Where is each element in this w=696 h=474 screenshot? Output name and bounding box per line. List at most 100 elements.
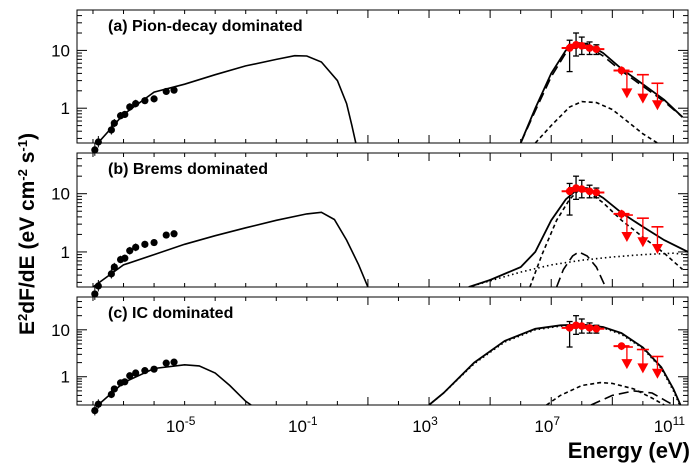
x-tick-label: 10-5 [166, 414, 196, 436]
gamma-point [592, 188, 601, 197]
panel-frame [76, 152, 689, 288]
radio-point [91, 146, 99, 154]
radio-point [170, 86, 178, 94]
radio-point [94, 400, 102, 408]
radio-point [121, 378, 129, 386]
radio-point [126, 372, 134, 380]
radio-point [110, 385, 118, 393]
upper-limit-arrow [637, 237, 649, 248]
radio-point [141, 240, 149, 248]
gamma-high-point [617, 210, 626, 218]
curve-synchrotron [96, 54, 357, 143]
upper-limits [620, 346, 664, 379]
panel-3: 1 10 (c) IC dominated [51, 296, 689, 416]
y-tick-label: 10 [51, 321, 70, 340]
radio-point [170, 358, 178, 366]
curve-bremsstrahlung [546, 381, 665, 405]
radio-point [91, 406, 99, 415]
gamma-point [565, 44, 574, 52]
radio-point [150, 95, 158, 103]
radio-point [150, 365, 158, 373]
curve-total [468, 187, 688, 287]
y-tick-label: 1 [61, 99, 70, 118]
radio-point [107, 270, 115, 278]
upper-limit-arrow [621, 359, 633, 370]
radio-point [107, 126, 115, 134]
radio-point [110, 263, 118, 271]
panel-2: 1 10 (b) Brems dominated [51, 152, 689, 300]
panel-frame [76, 296, 689, 406]
radio-point [162, 87, 170, 96]
radio-point [132, 243, 140, 251]
radio-point [150, 238, 158, 247]
radio-point [94, 138, 102, 146]
radio-point [162, 231, 170, 239]
gamma-point [585, 187, 594, 196]
gamma-data [561, 32, 630, 76]
curve-bremsstrahlung [534, 100, 658, 143]
panel-frame [76, 9, 689, 144]
y-tick-label: 10 [51, 41, 70, 60]
y-axis-label: E2dF/dE (eV cm-2 s-1) [15, 133, 40, 335]
radio-point [132, 369, 140, 377]
x-tick-label: 1011 [654, 414, 686, 436]
radio-point [141, 97, 149, 105]
gamma-point [592, 45, 601, 53]
x-tick-labels: 10-5 10-1 103 107 1011 [166, 414, 686, 436]
radio-point [162, 359, 170, 367]
curve-inverse-compton [468, 252, 688, 287]
radio-data [91, 358, 178, 416]
upper-limit-arrow [637, 93, 649, 104]
gamma-data [561, 315, 630, 351]
gamma-point [585, 44, 594, 52]
x-tick-label: 107 [534, 414, 560, 436]
y-tick-label: 10 [51, 185, 70, 204]
curve-pion-decay [590, 390, 674, 405]
radio-point [107, 390, 115, 399]
curve-bremsstrahlung [529, 189, 684, 287]
y-tick-label: 1 [61, 368, 70, 387]
upper-limit-arrow [621, 232, 633, 243]
radio-data [91, 230, 178, 300]
panel-title: (b) Brems dominated [108, 161, 268, 178]
radio-point [94, 282, 102, 290]
upper-limit-arrow [651, 243, 663, 254]
model-curves [92, 187, 688, 287]
radio-point [126, 103, 134, 111]
x-tick-label: 10-1 [288, 414, 318, 436]
radio-point [170, 230, 178, 238]
radio-point [110, 119, 118, 127]
upper-limit-arrow [651, 100, 663, 111]
y-tick-label: 1 [61, 243, 70, 262]
gamma-high-point [617, 342, 626, 350]
curve-synchrotron [92, 211, 369, 287]
panels-group: 1 10 (a) Pion-decay dominated 1 10 (b) Brems … [51, 9, 689, 416]
curve-pion-decay [519, 42, 684, 143]
upper-limit-arrow [637, 363, 649, 374]
x-tick-label: 103 [412, 414, 438, 436]
upper-limits [620, 70, 664, 111]
radio-data [91, 86, 178, 156]
model-curves [96, 41, 684, 143]
radio-point [121, 110, 129, 119]
radio-point [126, 247, 134, 255]
upper-limit-arrow [621, 88, 633, 99]
panel-title: (c) IC dominated [108, 305, 233, 322]
gamma-high-point [617, 66, 626, 75]
radio-point [121, 254, 129, 262]
radio-point [141, 367, 149, 375]
radio-point [91, 290, 99, 298]
panel-title: (a) Pion-decay dominated [108, 18, 303, 35]
radio-point [132, 100, 140, 108]
upper-limits [620, 214, 664, 254]
x-axis-label: Energy (eV) [568, 438, 690, 463]
gamma-point [565, 187, 574, 196]
model-curves [96, 323, 682, 405]
curve-total [519, 41, 684, 143]
panel-1: 1 10 (a) Pion-decay dominated [51, 9, 689, 156]
gamma-data [561, 175, 630, 219]
curve-pion-decay [555, 250, 607, 287]
upper-limit-arrow [651, 368, 663, 379]
gamma-point [592, 325, 601, 333]
